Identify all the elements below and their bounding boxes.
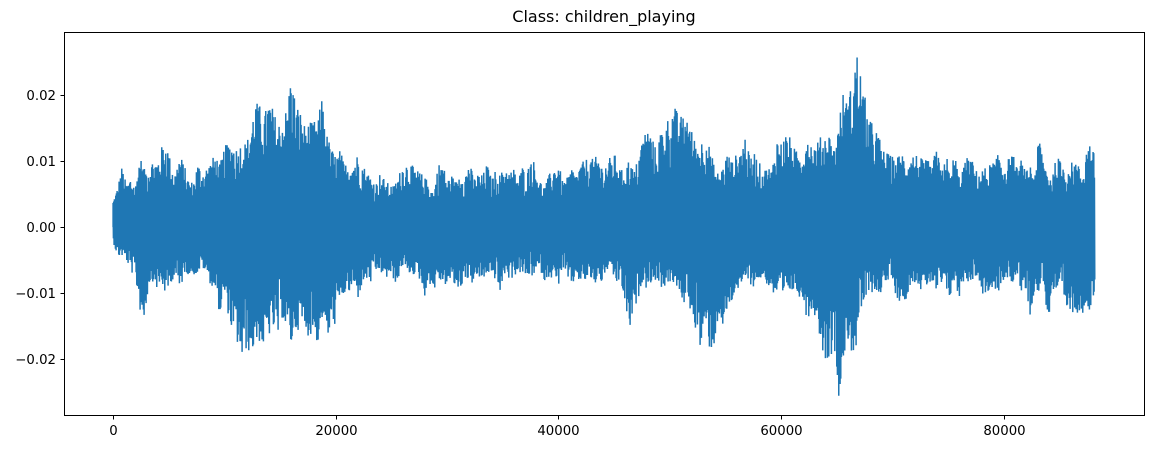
- x-tick-label: 40000: [537, 424, 579, 439]
- waveform-line: [112, 57, 1096, 396]
- x-tick-label: 80000: [983, 424, 1025, 439]
- axes: 0 20000 40000 60000 80000 −0.02 −0.01 0.00 0.01 0…: [15, 32, 1145, 439]
- y-tick-label: −0.02: [15, 353, 56, 368]
- y-tick-label: −0.01: [15, 287, 56, 302]
- plot-area: [112, 57, 1096, 396]
- y-tick-label: 0.02: [26, 89, 56, 104]
- y-tick-label: 0.00: [26, 221, 56, 236]
- chart-title: Class: children_playing: [512, 7, 695, 27]
- x-tick-label: 0: [109, 424, 117, 439]
- x-tick-label: 20000: [315, 424, 357, 439]
- x-tick-label: 60000: [760, 424, 802, 439]
- y-tick-label: 0.01: [26, 155, 56, 170]
- axes-frame: [64, 32, 1145, 416]
